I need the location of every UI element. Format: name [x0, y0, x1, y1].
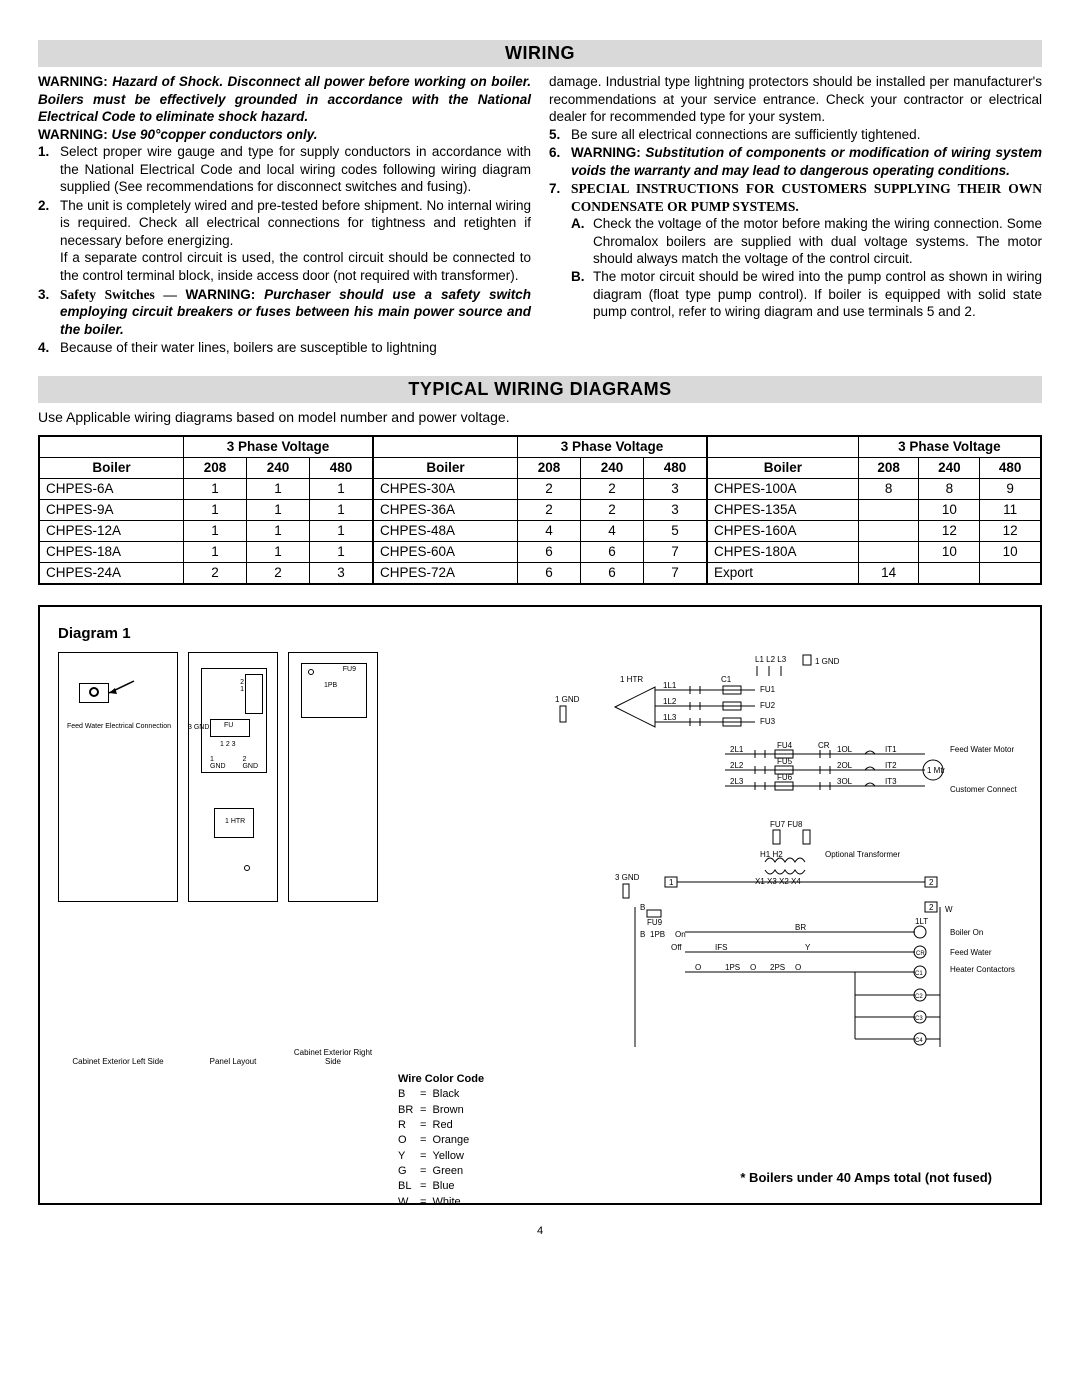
item-1: 1.Select proper wire gauge and type for …: [38, 143, 531, 196]
item-6: 6.WARNING: Substitution of components or…: [549, 144, 1042, 179]
svg-text:Off: Off: [671, 943, 682, 952]
wiring-table-2: 3 Phase VoltageBoiler208240480CHPES-30A2…: [373, 436, 707, 584]
warning2-head: WARNING:: [38, 127, 112, 142]
wiring-header: WIRING: [38, 40, 1042, 67]
svg-text:2L1: 2L1: [730, 745, 744, 754]
svg-text:CR: CR: [916, 951, 925, 957]
svg-text:3 GND: 3 GND: [615, 873, 640, 882]
diagrams-header: TYPICAL WIRING DIAGRAMS: [38, 376, 1042, 403]
svg-text:O: O: [750, 963, 756, 972]
svg-text:1OL: 1OL: [837, 745, 853, 754]
item-7: 7.SPECIAL INSTRUCTIONS FOR CUSTOMERS SUP…: [549, 180, 1042, 320]
svg-text:W: W: [945, 905, 953, 914]
svg-text:C3: C3: [915, 1016, 923, 1022]
svg-text:1PB: 1PB: [650, 930, 665, 939]
intro-text: Use Applicable wiring diagrams based on …: [38, 409, 1042, 425]
svg-text:FU7 FU8: FU7 FU8: [770, 820, 803, 829]
svg-text:Optional Transformer: Optional Transformer: [825, 850, 900, 859]
svg-text:FU9: FU9: [647, 918, 663, 927]
wiring-table-3: 3 Phase VoltageBoiler208240480CHPES-100A…: [707, 436, 1041, 584]
svg-text:1L1: 1L1: [663, 681, 677, 690]
left-column: WARNING: Hazard of Shock. Disconnect all…: [38, 73, 531, 358]
svg-text:1 GND: 1 GND: [555, 695, 580, 704]
right-cont: damage. Industrial type lightning protec…: [549, 73, 1042, 126]
item-4: 4.Because of their water lines, boilers …: [38, 339, 531, 357]
svg-text:CR: CR: [818, 741, 830, 750]
svg-text:C2: C2: [915, 994, 923, 1000]
warning1-head: WARNING:: [38, 74, 112, 89]
item-7a: A.Check the voltage of the motor before …: [571, 215, 1042, 268]
svg-text:FU1: FU1: [760, 685, 776, 694]
svg-text:FU4: FU4: [777, 741, 793, 750]
item-3: 3.Safety Switches — WARNING: Purchaser s…: [38, 286, 531, 339]
svg-text:3OL: 3OL: [837, 777, 853, 786]
warning2-text: Use 90°copper conductors only.: [112, 127, 318, 142]
svg-text:2: 2: [929, 903, 934, 912]
svg-text:1PS: 1PS: [725, 963, 740, 972]
svg-text:1: 1: [669, 878, 674, 887]
svg-text:FU5: FU5: [777, 757, 793, 766]
cab-left-label: Cabinet Exterior Left Side: [58, 1057, 178, 1066]
cabinet-right: FU9 1PB: [288, 652, 378, 902]
svg-text:2OL: 2OL: [837, 761, 853, 770]
svg-text:FU6: FU6: [777, 773, 793, 782]
svg-text:Feed Water Motor: Feed Water Motor: [950, 745, 1015, 754]
svg-text:1 Mtr: 1 Mtr: [927, 766, 946, 775]
svg-text:FU2: FU2: [760, 701, 776, 710]
svg-text:1LT: 1LT: [915, 917, 928, 926]
svg-text:2L3: 2L3: [730, 777, 744, 786]
svg-text:IT2: IT2: [885, 761, 897, 770]
svg-text:2L2: 2L2: [730, 761, 744, 770]
svg-text:On: On: [675, 930, 686, 939]
svg-text:2PS: 2PS: [770, 963, 785, 972]
panel-layout: 21 FU 1 2 3 3 GND 1GND 2GND 1 HTR: [188, 652, 278, 902]
svg-text:B: B: [640, 903, 645, 912]
svg-text:Y: Y: [805, 943, 811, 952]
svg-text:BR: BR: [795, 923, 806, 932]
svg-text:1L2: 1L2: [663, 697, 677, 706]
wiring-table-1: 3 Phase VoltageBoiler208240480CHPES-6A11…: [39, 436, 373, 584]
panel-label: Panel Layout: [188, 1057, 278, 1066]
wiring-schematic: L1 L2 L3 1 GND 1 HTR 1 GND 1L1 FU1 1L2 FU2 1…: [388, 652, 1022, 1052]
warning1-text: Hazard of Shock. Disconnect all power be…: [38, 74, 531, 124]
diagram-1-box: Diagram 1 Feed Water Electrical Connecti…: [38, 605, 1042, 1206]
svg-text:Customer Connect: Customer Connect: [950, 785, 1017, 794]
item-5: 5.Be sure all electrical connections are…: [549, 126, 1042, 144]
right-column: damage. Industrial type lightning protec…: [549, 73, 1042, 358]
svg-text:C1: C1: [721, 675, 732, 684]
svg-text:2: 2: [929, 878, 934, 887]
svg-text:Feed Water: Feed Water: [950, 948, 992, 957]
item-2: 2.The unit is completely wired and pre-t…: [38, 197, 531, 285]
svg-text:1L3: 1L3: [663, 713, 677, 722]
cabinet-left: Feed Water Electrical Connection: [58, 652, 178, 902]
svg-text:B: B: [640, 930, 645, 939]
svg-text:C4: C4: [915, 1038, 923, 1044]
diagram-title: Diagram 1: [58, 625, 1022, 642]
cab-right-label: Cabinet Exterior Right Side: [288, 1048, 378, 1066]
svg-text:Boiler On: Boiler On: [950, 928, 983, 937]
svg-text:L1 L2 L3: L1 L2 L3: [755, 655, 787, 664]
fuse-note: * Boilers under 40 Amps total (not fused…: [58, 1170, 992, 1185]
svg-text:C1: C1: [915, 971, 923, 977]
wiring-tables: 3 Phase VoltageBoiler208240480CHPES-6A11…: [38, 435, 1042, 585]
wiring-text: WARNING: Hazard of Shock. Disconnect all…: [38, 73, 1042, 358]
wire-color-code: Wire Color Code B= BlackBR= BrownR= RedO…: [398, 1072, 1022, 1211]
svg-text:O: O: [695, 963, 701, 972]
svg-text:Heater Contactors: Heater Contactors: [950, 965, 1015, 974]
svg-text:O: O: [795, 963, 801, 972]
page-number: 4: [38, 1225, 1042, 1237]
svg-text:IFS: IFS: [715, 943, 727, 952]
svg-text:1 GND: 1 GND: [815, 657, 840, 666]
svg-text:FU3: FU3: [760, 717, 776, 726]
svg-text:IT3: IT3: [885, 777, 897, 786]
svg-text:IT1: IT1: [885, 745, 897, 754]
item-7b: B.The motor circuit should be wired into…: [571, 268, 1042, 321]
svg-text:1 HTR: 1 HTR: [620, 675, 643, 684]
